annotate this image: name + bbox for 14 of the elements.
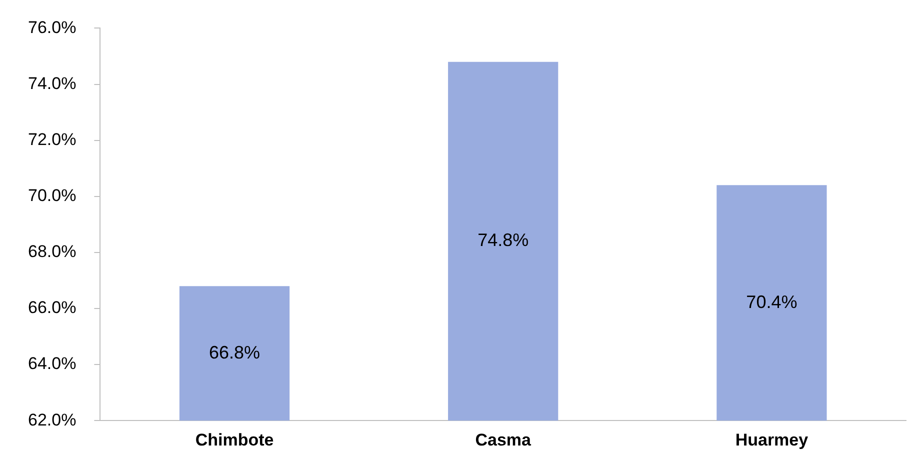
y-tick-label: 74.0% [28,74,76,93]
y-tick-label: 70.0% [28,186,76,206]
x-tick-label: Chimbote [195,430,274,450]
x-tick-label: Huarmey [735,430,809,450]
y-tick-label: 72.0% [28,130,76,149]
data-label: 66.8% [208,342,260,362]
y-tick-label: 64.0% [28,354,76,374]
data-label: 70.4% [746,292,798,312]
y-tick-label: 76.0% [28,18,76,37]
x-tick-label: Casma [475,430,532,450]
y-tick-label: 62.0% [28,410,76,430]
y-tick-label: 68.0% [28,242,76,262]
data-label: 74.8% [478,230,529,250]
y-tick-label: 66.0% [28,298,76,318]
